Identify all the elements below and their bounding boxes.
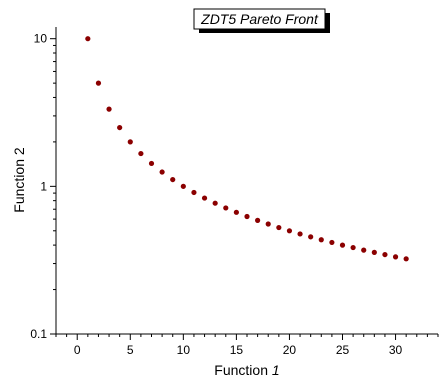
data-point bbox=[148, 160, 155, 167]
x-tick-label: 30 bbox=[389, 343, 403, 357]
data-point bbox=[201, 195, 208, 201]
chart-title-box: ZDT5 Pareto Front bbox=[193, 8, 330, 33]
data-point bbox=[382, 251, 388, 258]
x-axis-label-number: 1 bbox=[272, 362, 280, 378]
data-point bbox=[329, 239, 335, 246]
data-point bbox=[138, 150, 144, 157]
data-point bbox=[212, 200, 218, 206]
data-point bbox=[180, 183, 186, 189]
data-point bbox=[265, 221, 271, 227]
data-point bbox=[297, 231, 303, 237]
x-ticks: 0 5 10 15 20 25 30 bbox=[55, 334, 439, 357]
data-point bbox=[371, 249, 377, 255]
y-tick-label: 0.1 bbox=[30, 327, 47, 341]
data-point bbox=[392, 254, 399, 260]
data-point bbox=[233, 209, 239, 215]
data-point bbox=[339, 242, 346, 248]
x-axis-label-main: Function bbox=[214, 362, 272, 378]
title-frame bbox=[193, 8, 326, 30]
data-point bbox=[244, 213, 250, 220]
data-point bbox=[191, 189, 197, 196]
data-point bbox=[286, 228, 293, 234]
data-point bbox=[308, 234, 314, 240]
y-axis-label: Function 2 bbox=[11, 147, 27, 213]
x-tick-label: 5 bbox=[127, 343, 134, 357]
data-point bbox=[255, 217, 261, 223]
x-tick-label: 10 bbox=[177, 343, 191, 357]
x-tick-label: 15 bbox=[230, 343, 244, 357]
data-point bbox=[106, 106, 112, 112]
data-point bbox=[117, 124, 123, 131]
data-point bbox=[276, 224, 282, 231]
x-tick-label: 20 bbox=[283, 343, 297, 357]
data-point bbox=[361, 247, 367, 253]
data-point bbox=[350, 244, 356, 251]
data-point bbox=[223, 205, 229, 211]
data-point bbox=[403, 256, 409, 262]
y-tick-label: 10 bbox=[34, 32, 48, 46]
data-point bbox=[85, 36, 91, 42]
data-point bbox=[95, 80, 102, 86]
data-point bbox=[159, 169, 165, 175]
y-ticks: 0.1 1 10 bbox=[30, 32, 56, 341]
axes bbox=[55, 27, 438, 335]
x-tick-label: 25 bbox=[336, 343, 350, 357]
x-axis-label: Function 1 bbox=[214, 362, 279, 378]
y-tick-label: 1 bbox=[40, 179, 47, 193]
data-points bbox=[85, 36, 409, 262]
data-point bbox=[318, 237, 324, 243]
x-tick-label: 0 bbox=[74, 343, 81, 357]
data-point bbox=[170, 176, 176, 183]
chart-title: ZDT5 Pareto Front bbox=[200, 11, 319, 27]
data-point bbox=[127, 139, 133, 145]
